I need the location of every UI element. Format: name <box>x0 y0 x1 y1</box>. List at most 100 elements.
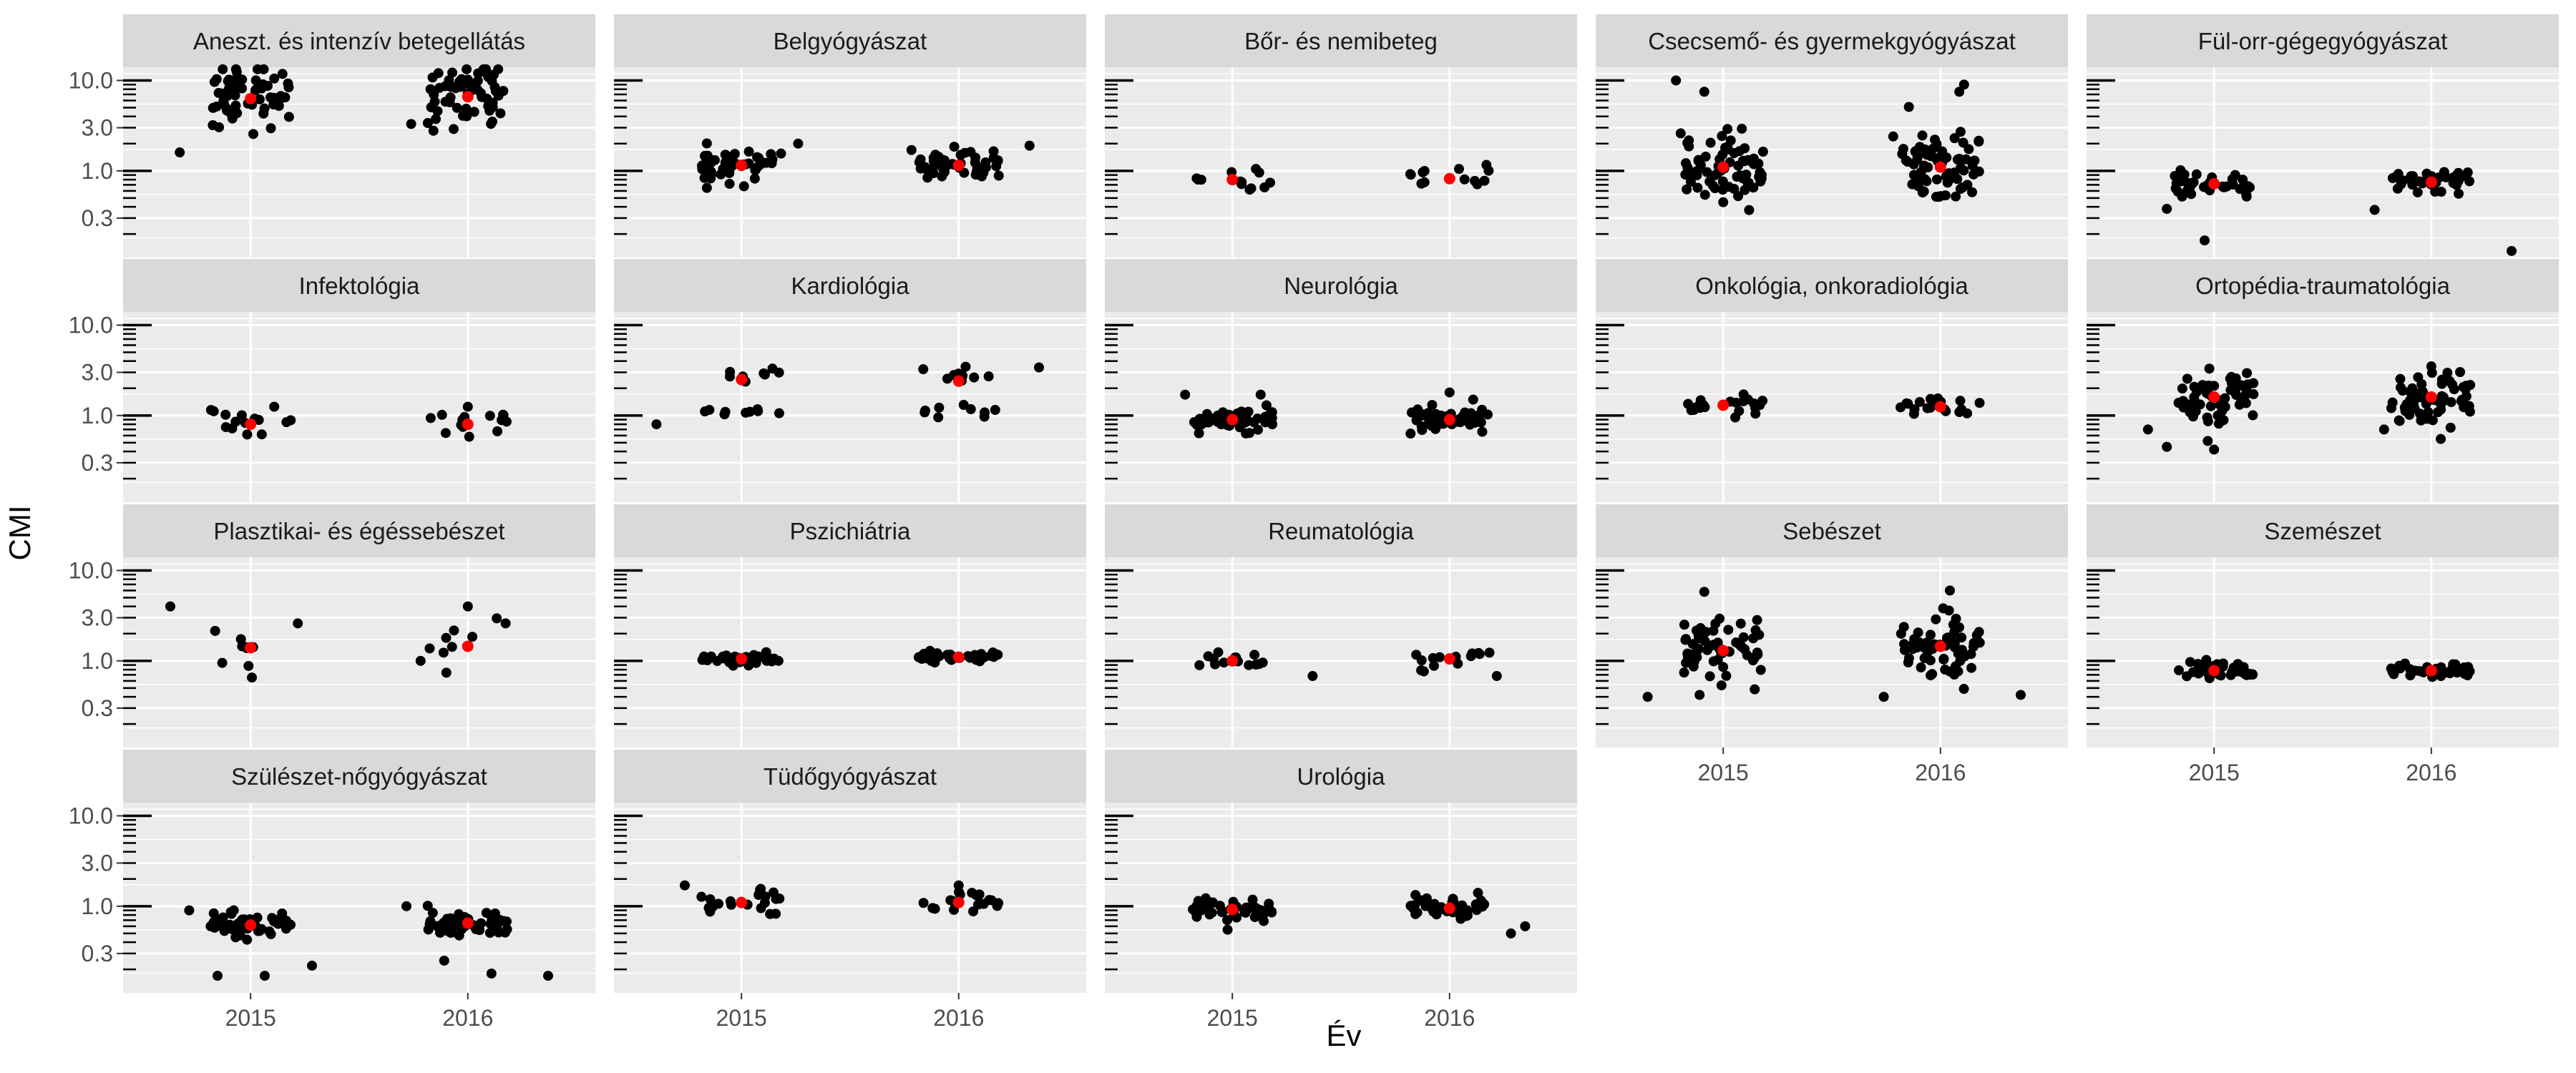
data-point <box>2189 381 2200 392</box>
data-point <box>543 971 553 981</box>
data-point <box>1958 684 1969 695</box>
data-point <box>1757 396 1768 406</box>
facet-strip <box>1596 259 2068 312</box>
panel-background <box>614 312 1086 502</box>
data-point <box>489 923 500 934</box>
data-point <box>1221 915 1232 926</box>
y-tick-label: 3.0 <box>82 851 113 876</box>
data-point <box>1721 670 1732 681</box>
data-point <box>707 902 718 913</box>
data-point <box>2389 172 2400 183</box>
data-point <box>498 86 509 97</box>
data-point <box>1506 928 1516 939</box>
data-point <box>462 401 473 412</box>
data-point <box>1942 177 1953 188</box>
facet-strip-title: Aneszt. és intenzív betegellátás <box>193 28 525 54</box>
data-point <box>2177 383 2187 394</box>
data-point <box>217 657 228 668</box>
data-point <box>489 908 500 918</box>
data-point <box>1967 160 1978 171</box>
data-point <box>230 932 241 943</box>
y-tick-label: 10.0 <box>69 803 113 828</box>
data-point <box>758 368 769 378</box>
facet-panel: Infektológia 0.3 1.0 3.0 10.0 <box>69 259 595 502</box>
data-point <box>919 162 930 172</box>
data-point <box>1483 409 1493 420</box>
x-tick-label: 2015 <box>1698 760 1749 785</box>
facet-panel: Fül-orr-gégegyógyászat <box>2087 14 2559 258</box>
facet-strip-title: Sebészet <box>1782 518 1881 544</box>
data-point <box>719 409 730 420</box>
data-point <box>1968 642 1979 652</box>
data-point <box>2248 410 2258 421</box>
data-point <box>1974 166 1984 177</box>
data-point <box>214 920 225 931</box>
panel-background <box>1105 557 1577 748</box>
facet-strip-title: Reumatológia <box>1268 518 1414 544</box>
data-point <box>280 92 291 103</box>
mean-point <box>1934 161 1946 173</box>
panel-background <box>1105 312 1577 502</box>
data-point <box>493 64 504 74</box>
data-point <box>498 916 509 926</box>
panel-background <box>614 557 1086 748</box>
facet-strip <box>1596 504 2068 557</box>
mean-point <box>736 373 748 386</box>
mean-point <box>1443 413 1455 426</box>
y-tick-label: 10.0 <box>69 312 113 338</box>
data-point <box>1257 657 1268 668</box>
data-point <box>2241 191 2252 202</box>
data-point <box>1926 670 1936 681</box>
data-point <box>958 400 969 411</box>
data-point <box>701 138 712 149</box>
data-point <box>1671 75 1682 86</box>
data-point <box>1684 135 1694 146</box>
data-point <box>2409 400 2419 411</box>
facet-strip <box>1105 259 1577 312</box>
data-point <box>2457 396 2468 406</box>
data-point <box>960 361 971 372</box>
data-point <box>2426 361 2436 372</box>
data-point <box>979 411 990 422</box>
facet-panel: Bőr- és nemibeteg <box>1105 14 1577 258</box>
data-point <box>1750 652 1760 663</box>
data-point <box>793 138 804 149</box>
data-point <box>1748 153 1759 164</box>
data-point <box>2194 662 2205 672</box>
data-point <box>1694 690 1705 700</box>
facet-panel: Neurológia <box>1105 259 1577 502</box>
data-point <box>2369 205 2380 215</box>
data-point <box>175 147 185 158</box>
data-point <box>1954 87 1965 97</box>
data-point <box>1307 671 1318 682</box>
data-point <box>2200 235 2210 246</box>
y-axis-title: CMI <box>3 506 36 561</box>
data-point <box>2412 187 2423 197</box>
data-point <box>1945 585 1955 596</box>
data-point <box>1716 680 1727 691</box>
data-point <box>232 72 243 82</box>
facet-strip <box>614 259 1086 312</box>
data-point <box>452 81 462 92</box>
data-point <box>2209 444 2220 455</box>
data-point <box>1949 133 1960 144</box>
data-point <box>930 150 941 160</box>
data-point <box>2243 182 2253 192</box>
data-point <box>1931 614 1941 624</box>
data-point <box>774 408 784 418</box>
data-point <box>1467 648 1478 659</box>
mean-point <box>1717 161 1729 173</box>
data-point <box>1718 197 1729 207</box>
y-tick-label: 10.0 <box>69 557 113 583</box>
panel-background <box>2087 67 2559 258</box>
y-tick-label: 0.3 <box>82 941 113 966</box>
data-point <box>1259 916 1269 926</box>
data-point <box>1692 182 1703 193</box>
data-point <box>988 152 999 163</box>
data-point <box>1253 424 1264 435</box>
data-point <box>242 934 253 945</box>
facet-panel: Aneszt. és intenzív betegellátás 0.3 1.0 3.… <box>69 14 595 258</box>
data-point <box>922 172 933 183</box>
data-point <box>286 415 296 426</box>
